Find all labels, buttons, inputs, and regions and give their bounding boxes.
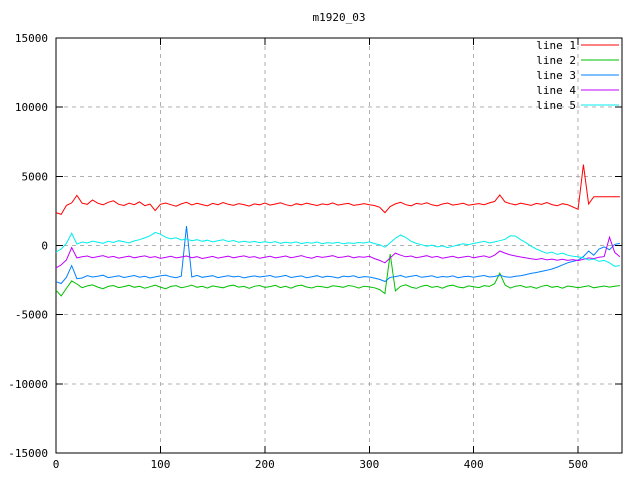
x-tick-label: 300 — [359, 458, 379, 471]
legend-label: line 2 — [536, 54, 576, 67]
x-tick-label: 500 — [568, 458, 588, 471]
legend-label: line 1 — [536, 39, 576, 52]
legend-entry: line 2 — [536, 54, 619, 67]
chart-title: m1920_03 — [313, 11, 366, 24]
x-tick-label: 100 — [150, 458, 170, 471]
series-line-4 — [55, 235, 621, 269]
y-tick-label: -10000 — [8, 378, 48, 391]
series-line-3 — [55, 226, 620, 285]
x-tick-label: 0 — [53, 458, 60, 471]
legend-entry: line 5 — [536, 99, 619, 112]
legend-entry: line 4 — [536, 84, 619, 97]
y-tick-label: 15000 — [15, 32, 48, 45]
legend-layer: line 1 line 2 line 3 line 4 line 5 — [536, 39, 619, 112]
y-tick-label: 5000 — [22, 170, 49, 183]
series-line-5 — [55, 231, 620, 267]
x-tick-label: 400 — [464, 458, 484, 471]
series-line-2 — [55, 254, 620, 297]
legend-entry: line 1 — [536, 39, 619, 52]
legend-entry: line 3 — [536, 69, 619, 82]
grid-layer — [56, 38, 622, 453]
axes-layer: 0 100 200 300 400 500 -15000 -10000 -5000 0 5000 10… — [8, 32, 623, 471]
y-tick-label: -15000 — [8, 447, 48, 460]
legend-label: line 3 — [536, 69, 576, 82]
series-layer — [55, 164, 621, 297]
x-tick-label: 200 — [255, 458, 275, 471]
y-tick-label: -5000 — [15, 309, 48, 322]
legend-label: line 5 — [536, 99, 576, 112]
y-tick-label: 10000 — [15, 101, 48, 114]
y-tick-label: 0 — [41, 240, 48, 253]
series-line-1 — [55, 164, 620, 216]
legend-label: line 4 — [536, 84, 576, 97]
